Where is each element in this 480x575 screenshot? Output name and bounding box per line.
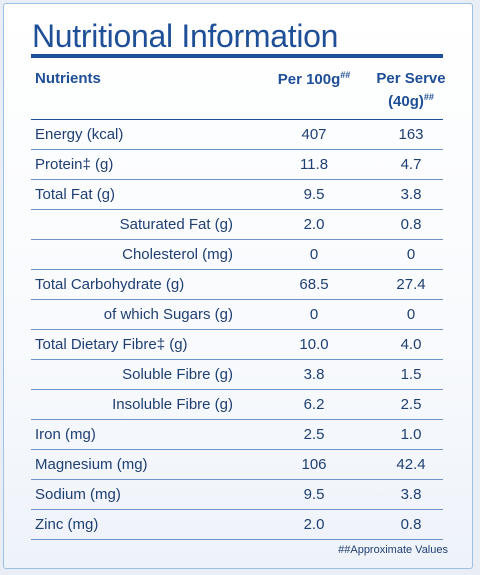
value-per-serve: 3.8 (400, 186, 422, 203)
value-per-100g: 2.5 (303, 426, 325, 443)
value-per-100g: 106 (301, 456, 327, 473)
value-per-serve: 1.0 (400, 426, 422, 443)
table-row: Saturated Fat (g) 2.0 0.8 (31, 210, 443, 240)
value-per-100g: 0 (309, 306, 319, 323)
header-nutrients: Nutrients (35, 70, 101, 87)
page-title: Nutritional Information (32, 18, 339, 54)
nutrient-name: Insoluble Fibre (g) (112, 396, 233, 413)
value-per-serve: 42.4 (396, 456, 426, 473)
header-per-serve-sup: ## (423, 92, 434, 102)
value-per-serve: 0.8 (400, 516, 422, 533)
value-per-serve: 3.8 (400, 486, 422, 503)
nutrition-panel: Nutritional Information Nutrients Per 10… (3, 3, 473, 569)
header-per-serve-label: Per Serve (376, 70, 446, 87)
nutrient-name: Protein‡ (g) (35, 156, 114, 173)
value-per-serve: 4.7 (400, 156, 422, 173)
nutrient-name: Total Dietary Fibre‡ (g) (35, 336, 188, 353)
value-per-100g: 9.5 (303, 186, 325, 203)
value-per-serve: 163 (398, 126, 424, 143)
table-row: Total Carbohydrate (g) 68.5 27.4 (31, 270, 443, 300)
value-per-100g: 68.5 (299, 276, 329, 293)
table-row: of which Sugars (g) 0 0 (31, 300, 443, 330)
table-row: Energy (kcal) 407 163 (31, 120, 443, 150)
header-per-100g: Per 100g## (264, 70, 364, 88)
table-row: Magnesium (mg) 106 42.4 (31, 450, 443, 480)
value-per-serve: 4.0 (400, 336, 422, 353)
header-per-100g-sup: ## (340, 70, 351, 80)
value-per-100g: 10.0 (299, 336, 329, 353)
nutrient-name: Saturated Fat (g) (119, 216, 233, 233)
value-per-100g: 407 (301, 126, 327, 143)
value-per-100g: 6.2 (303, 396, 325, 413)
header-per-100g-label: Per 100g (277, 71, 341, 88)
table-row: Cholesterol (mg) 0 0 (31, 240, 443, 270)
table-row: Zinc (mg) 2.0 0.8 (31, 510, 443, 540)
table-row: Total Dietary Fibre‡ (g) 10.0 4.0 (31, 330, 443, 360)
nutrient-name: Energy (kcal) (35, 126, 124, 143)
nutrient-name: Total Fat (g) (35, 186, 116, 203)
header-per-serve: Per Serve (40g)## (371, 70, 451, 111)
header-per-serve-weight-label: (40g) (388, 93, 424, 110)
table-header: Nutrients Per 100g## Per Serve (40g)## (31, 66, 446, 118)
nutrient-name: Zinc (mg) (35, 516, 99, 533)
nutrient-name: Total Carbohydrate (g) (35, 276, 185, 293)
nutrient-name: Iron (mg) (35, 426, 96, 443)
nutrient-name: Cholesterol (mg) (122, 246, 233, 263)
value-per-100g: 2.0 (303, 516, 325, 533)
value-per-100g: 3.8 (303, 366, 325, 383)
table-row: Total Fat (g) 9.5 3.8 (31, 180, 443, 210)
value-per-100g: 11.8 (299, 156, 329, 173)
footnote: ##Approximate Values (338, 544, 448, 556)
nutrient-name: Magnesium (mg) (35, 456, 148, 473)
value-per-serve: 0 (406, 246, 416, 263)
value-per-100g: 9.5 (303, 486, 325, 503)
value-per-serve: 1.5 (400, 366, 422, 383)
header-divider (31, 119, 443, 120)
value-per-100g: 2.0 (303, 216, 325, 233)
nutrition-table: Energy (kcal) 407 163 Protein‡ (g) 11.8 4.7 To… (31, 120, 443, 540)
nutrient-name: of which Sugars (g) (103, 306, 233, 323)
value-per-100g: 0 (309, 246, 319, 263)
table-row: Soluble Fibre (g) 3.8 1.5 (31, 360, 443, 390)
nutrient-name: Sodium (mg) (35, 486, 121, 503)
value-per-serve: 27.4 (396, 276, 426, 293)
value-per-serve: 0 (406, 306, 416, 323)
header-per-serve-weight: (40g)## (371, 88, 451, 111)
table-row: Sodium (mg) 9.5 3.8 (31, 480, 443, 510)
title-divider (31, 54, 443, 58)
value-per-serve: 2.5 (400, 396, 422, 413)
table-row: Iron (mg) 2.5 1.0 (31, 420, 443, 450)
table-row: Insoluble Fibre (g) 6.2 2.5 (31, 390, 443, 420)
nutrient-name: Soluble Fibre (g) (122, 366, 233, 383)
value-per-serve: 0.8 (400, 216, 422, 233)
table-row: Protein‡ (g) 11.8 4.7 (31, 150, 443, 180)
